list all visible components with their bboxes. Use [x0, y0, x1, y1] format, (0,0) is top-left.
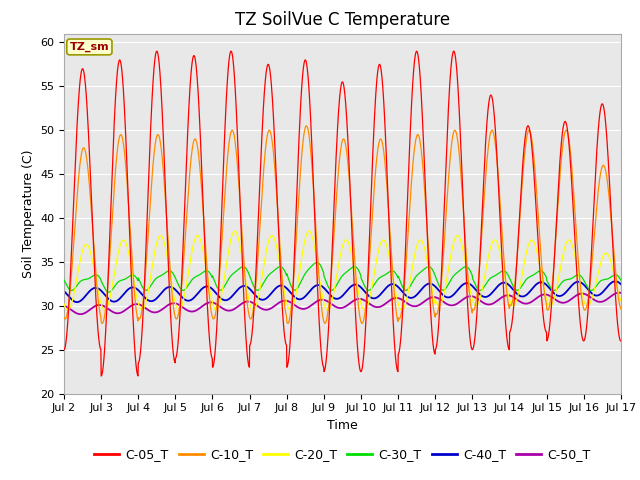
Y-axis label: Soil Temperature (C): Soil Temperature (C)	[22, 149, 35, 278]
Legend: C-05_T, C-10_T, C-20_T, C-30_T, C-40_T, C-50_T: C-05_T, C-10_T, C-20_T, C-30_T, C-40_T, …	[89, 443, 596, 466]
Title: TZ SoilVue C Temperature: TZ SoilVue C Temperature	[235, 11, 450, 29]
Text: TZ_sm: TZ_sm	[70, 42, 109, 52]
X-axis label: Time: Time	[327, 419, 358, 432]
